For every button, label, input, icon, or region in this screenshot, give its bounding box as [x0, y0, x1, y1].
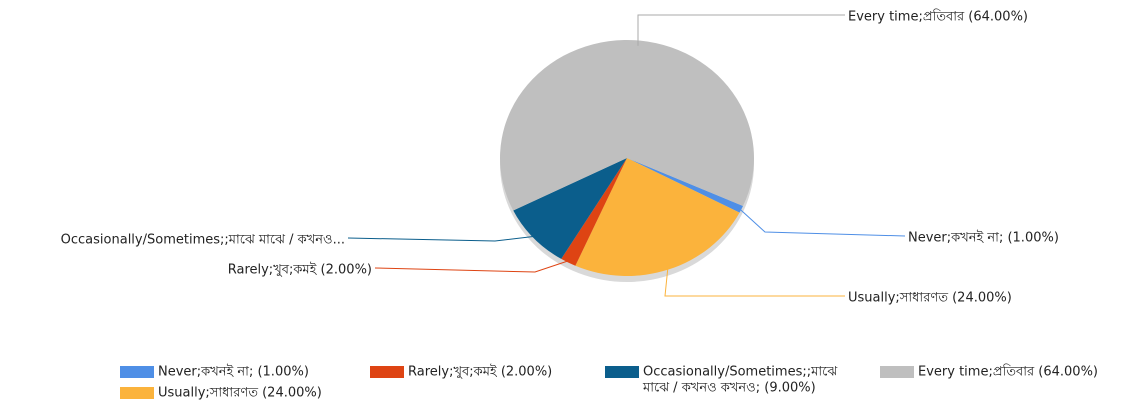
pie-slice — [513, 158, 627, 259]
legend-label: Occasionally/Sometimes;;মাঝে — [643, 365, 837, 380]
leader-line — [637, 14, 845, 46]
legend-label: মাঝে / কখনও কখনও; (9.00%) — [642, 381, 816, 396]
pie-slice — [575, 158, 740, 276]
legend-label: Every time;প্রতিবার (64.00%) — [918, 364, 1098, 380]
pie-slice — [561, 158, 627, 266]
leader-line — [374, 260, 570, 273]
legend-label: Rarely;খুব;কমই (2.00%) — [408, 364, 552, 380]
pie-slice — [627, 158, 744, 213]
legend-label: Never;কখনই না; (1.00%) — [158, 364, 309, 380]
leader-line — [738, 207, 906, 237]
legend-label: Usually;সাধারণত (24.00%) — [158, 386, 322, 401]
slice-label: Usually;সাধারণত (24.00%) — [848, 291, 1012, 306]
legend-swatch — [120, 387, 154, 399]
slice-label: Never;কখনই না; (1.00%) — [908, 230, 1059, 246]
legend-swatch — [880, 366, 914, 378]
leader-line — [664, 267, 845, 297]
pie-slice — [500, 39, 754, 211]
slice-label: Occasionally/Sometimes;;মাঝে মাঝে / কখনও… — [61, 233, 345, 248]
slice-label: Rarely;খুব;কমই (2.00%) — [228, 262, 372, 278]
legend-swatch — [605, 366, 639, 378]
slice-label: Every time;প্রতিবার (64.00%) — [848, 9, 1028, 25]
leader-line — [347, 235, 536, 242]
legend-swatch — [120, 366, 154, 378]
legend-swatch — [370, 366, 404, 378]
